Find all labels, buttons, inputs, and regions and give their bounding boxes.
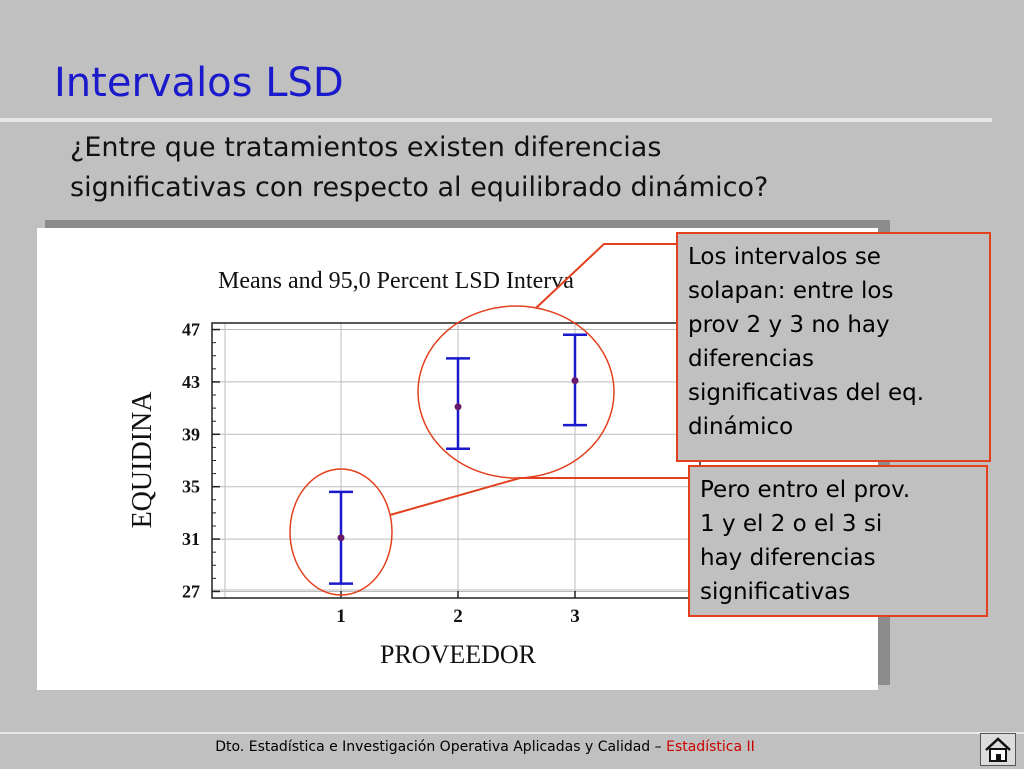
callout-line: hay diferencias (700, 545, 876, 571)
slide-title: Intervalos LSD (54, 60, 344, 106)
y-tick-label: 31 (182, 529, 200, 549)
y-tick-label: 43 (182, 372, 200, 392)
y-tick-label: 27 (182, 581, 200, 601)
callout-line: Pero entro el prov. (700, 477, 911, 503)
footer: Dto. Estadística e Investigación Operati… (0, 739, 970, 755)
footer-text: Dto. Estadística e Investigación Operati… (215, 739, 667, 755)
mean-point (337, 534, 345, 542)
x-axis-label: PROVEEDOR (380, 640, 537, 669)
callout-connectors (289, 243, 688, 596)
chart-title: Means and 95,0 Percent LSD Interva (218, 268, 574, 294)
callout-line: diferencias (688, 346, 815, 372)
callout-line: dinámico (688, 414, 794, 440)
slide-subtitle: ¿Entre que tratamientos existen diferenc… (70, 128, 990, 208)
callout-line: Los intervalos se (688, 244, 881, 270)
home-button[interactable] (980, 733, 1016, 766)
connector-to-difference-note (389, 477, 688, 516)
callout-difference-note: Pero entro el prov. 1 y el 2 o el 3 si h… (688, 465, 988, 617)
y-axis-label: EQUIDINA (127, 391, 158, 529)
subtitle-line: ¿Entre que tratamientos existen diferenc… (70, 132, 662, 163)
callout-line: 1 y el 2 o el 3 si (700, 511, 883, 537)
x-tick-label: 2 (453, 606, 463, 627)
x-tick-label: 3 (570, 606, 580, 627)
title-divider (0, 118, 992, 122)
connector-to-overlap-note (535, 243, 676, 309)
highlight-ellipse-prov1 (289, 468, 393, 596)
highlight-ellipse-prov2-3 (417, 305, 615, 479)
mean-point (454, 403, 462, 411)
callout-line: significativas del eq. (688, 380, 925, 406)
subtitle-line: significativas con respecto al equilibra… (70, 172, 769, 203)
callout-line: solapan: entre los (688, 278, 894, 304)
callout-overlap-note: Los intervalos se solapan: entre los pro… (676, 232, 991, 462)
callout-line: significativas (700, 579, 851, 605)
footer-divider (0, 732, 1024, 734)
footer-course: Estadística II (666, 739, 755, 755)
y-tick-label: 47 (182, 320, 200, 340)
plot-area: 27 31 35 39 43 47 1 2 3 (182, 320, 701, 627)
home-icon (985, 737, 1011, 762)
x-tick-label: 1 (336, 606, 346, 627)
callout-line: prov 2 y 3 no hay (688, 312, 890, 338)
y-tick-label: 39 (182, 424, 200, 444)
y-tick-label: 35 (182, 477, 200, 497)
mean-point (571, 377, 579, 385)
